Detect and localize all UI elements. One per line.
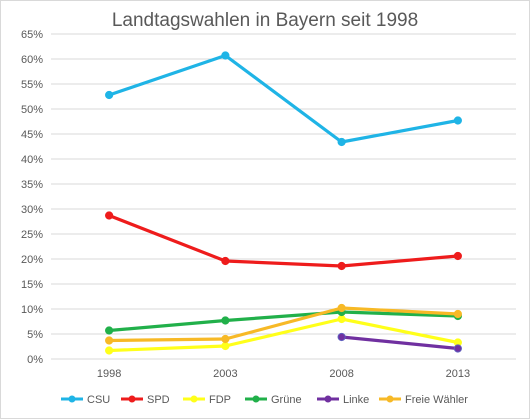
y-tick-label: 40% bbox=[21, 154, 43, 166]
data-point-spd bbox=[453, 251, 462, 261]
legend-label: Grüne bbox=[271, 394, 302, 406]
data-point-gr-ne bbox=[221, 316, 230, 325]
legend-label: SPD bbox=[147, 394, 170, 406]
data-point-linke bbox=[337, 332, 346, 342]
y-tick-label: 10% bbox=[21, 304, 43, 316]
y-tick-label: 65% bbox=[21, 29, 43, 41]
data-point-fdp bbox=[221, 341, 230, 351]
data-point-spd bbox=[337, 261, 346, 271]
x-tick-label: 1998 bbox=[97, 368, 121, 380]
legend-swatch-marker bbox=[190, 395, 198, 403]
legend-item-spd: SPD bbox=[121, 394, 170, 406]
y-tick-label: 30% bbox=[21, 204, 43, 216]
x-tick-label: 2003 bbox=[213, 368, 237, 380]
data-point-csu bbox=[105, 90, 114, 100]
legend-swatch-marker bbox=[68, 395, 76, 403]
series-line-fdp bbox=[107, 317, 460, 353]
legend-swatch-marker bbox=[386, 395, 394, 403]
series-line-spd bbox=[107, 213, 460, 268]
legend-swatch-marker bbox=[324, 395, 332, 403]
series-line-freie-w-hler bbox=[107, 306, 460, 343]
data-point-freie-w-hler bbox=[453, 309, 462, 319]
series-line-csu bbox=[107, 53, 460, 144]
legend-swatch-marker bbox=[252, 395, 260, 403]
data-point-freie-w-hler bbox=[221, 334, 230, 344]
y-tick-label: 35% bbox=[21, 179, 43, 191]
series-line-linke bbox=[340, 335, 460, 351]
legend-item-csu: CSU bbox=[61, 394, 110, 406]
legend-label: Freie Wähler bbox=[405, 394, 468, 406]
y-tick-label: 50% bbox=[21, 104, 43, 116]
data-point-linke bbox=[453, 344, 462, 353]
x-tick-label: 2008 bbox=[329, 368, 353, 380]
data-point-csu bbox=[453, 116, 462, 125]
legend-label: FDP bbox=[209, 394, 231, 406]
x-tick-label: 2013 bbox=[446, 368, 470, 380]
data-point-csu bbox=[337, 137, 346, 147]
legend-swatch-marker bbox=[128, 395, 136, 403]
legend-item-gr-ne: Grüne bbox=[245, 394, 302, 406]
legend-item-freie-w-hler: Freie Wähler bbox=[379, 394, 468, 406]
legend-item-linke: Linke bbox=[317, 394, 369, 406]
data-point-fdp bbox=[105, 346, 114, 355]
data-point-spd bbox=[105, 211, 114, 220]
series-lines bbox=[105, 51, 462, 355]
chart-title: Landtagswahlen in Bayern seit 1998 bbox=[111, 10, 419, 31]
gridlines bbox=[51, 33, 516, 360]
y-tick-label: 5% bbox=[27, 329, 43, 341]
data-point-fdp bbox=[337, 314, 346, 324]
y-tick-label: 25% bbox=[21, 229, 43, 241]
legend-label: Linke bbox=[343, 394, 369, 406]
y-tick-label: 55% bbox=[21, 79, 43, 91]
x-axis-ticks: 1998 2003 2008 2013 bbox=[97, 368, 470, 380]
data-point-freie-w-hler bbox=[105, 336, 114, 345]
data-point-gr-ne bbox=[105, 326, 114, 335]
legend-label: CSU bbox=[87, 394, 110, 406]
data-point-spd bbox=[221, 256, 230, 266]
y-tick-label: 60% bbox=[21, 54, 43, 66]
y-tick-label: 0% bbox=[27, 354, 43, 366]
data-point-csu bbox=[221, 51, 230, 60]
y-tick-label: 45% bbox=[21, 129, 43, 141]
series-line-gr-ne bbox=[107, 310, 460, 333]
legend-item-fdp: FDP bbox=[183, 394, 231, 406]
data-point-freie-w-hler bbox=[337, 303, 346, 313]
y-tick-label: 20% bbox=[21, 254, 43, 266]
y-tick-label: 15% bbox=[21, 279, 43, 291]
legend: CSU SPD FDP Grüne Linke Freie Wähler bbox=[61, 394, 468, 406]
y-axis-ticks: 0% 5% 10% 15% 20% 25% 30% 35% 40% 45% 50% 55% 60% 65% bbox=[21, 29, 43, 366]
